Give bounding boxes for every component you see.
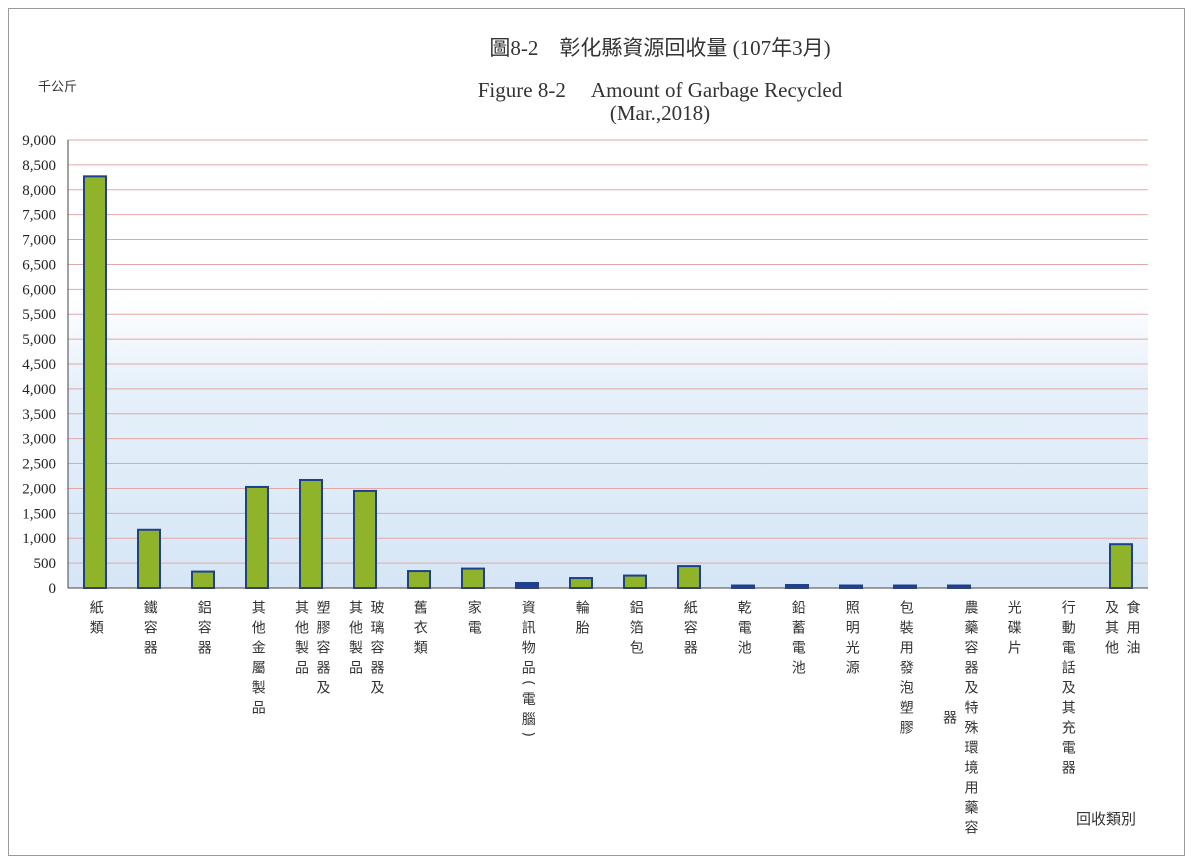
x-tick-label: 光碟片	[1004, 600, 1022, 660]
x-tick-label: 乾電池	[734, 600, 752, 660]
x-tick-label-column: 照明光源	[843, 600, 860, 680]
x-tick-label-column: 鋁容器	[195, 600, 212, 660]
x-tick-label-column: 紙類	[87, 600, 104, 640]
x-tick-label: 鋁容器	[194, 600, 212, 660]
y-tick-label: 5,500	[22, 307, 56, 323]
chart-subtitle-english: Figure 8-2 Amount of Garbage Recycled	[477, 78, 843, 102]
x-tick-label-column: 舊衣類	[411, 600, 428, 660]
y-tick-label: 3,500	[22, 407, 56, 423]
bar-1	[83, 175, 107, 590]
y-tick-label: 500	[34, 556, 57, 572]
x-tick-label-column: 食用油	[1124, 600, 1141, 660]
x-tick-label: 照明光源	[842, 600, 860, 680]
x-tick-label: 包裝用發泡塑膠	[896, 600, 914, 740]
y-tick-label: 1,500	[22, 506, 56, 522]
chart-title: 圖8-2 彰化縣資源回收量 (107年3月)	[489, 36, 831, 60]
y-tick-label: 6,000	[22, 282, 56, 298]
y-axis-unit-label: 千公斤	[38, 80, 78, 95]
bar-6	[353, 489, 377, 589]
x-tick-label-column: 行動電話及其充電器	[1059, 600, 1076, 780]
x-tick-label: 鋁箔包	[626, 600, 644, 660]
y-tick-label: 2,000	[22, 481, 56, 497]
y-tick-label: 3,000	[22, 432, 56, 448]
x-tick-label-column: 包裝用發泡塑膠	[897, 600, 914, 740]
x-tick-label-column: 其他金屬製品	[249, 600, 266, 720]
bar-5	[299, 478, 323, 589]
x-tick-label: 資訊物品(電腦)	[518, 600, 536, 743]
bar-7	[407, 570, 431, 590]
y-tick-label: 8,000	[22, 183, 56, 199]
x-tick-label-column: 玻璃容器及	[368, 600, 385, 700]
x-tick-label: 家電	[464, 600, 482, 640]
y-tick-label: 4,000	[22, 382, 56, 398]
bar-20	[1109, 543, 1133, 589]
x-tick-label-column: 光碟片	[1005, 600, 1022, 660]
bar-8	[461, 567, 485, 590]
bar-11	[623, 574, 647, 589]
x-tick-label: 其他製品 玻璃容器及	[346, 600, 385, 700]
y-tick-label: 1,000	[22, 531, 56, 547]
x-tick-label-column: 輪胎	[573, 600, 590, 640]
y-tick-label: 0	[49, 581, 57, 597]
bar-4	[245, 485, 269, 589]
x-tick-label: 其他金屬製品	[248, 600, 266, 720]
chart-subtitle-date: (Mar.,2018)	[609, 101, 711, 125]
x-tick-label: 鐵容器	[140, 600, 158, 660]
x-tick-label: 鉛蓄電池	[788, 600, 806, 680]
x-tick-label-column: 農藥容器及特殊環境用藥容	[962, 600, 979, 840]
x-tick-label: 及其他 食用油	[1102, 600, 1141, 660]
bar-3	[191, 570, 215, 589]
x-tick-label: 其他製品 塑膠容器及	[292, 600, 331, 700]
bar-9	[515, 582, 539, 589]
x-tick-label-column: 鐵容器	[141, 600, 158, 660]
y-tick-label: 7,000	[22, 233, 56, 249]
x-axis-title: 回收類別	[1076, 810, 1137, 828]
y-tick-label: 2,500	[22, 457, 56, 473]
x-tick-label-column: 家電	[465, 600, 482, 640]
x-tick-label-column: 其他製品	[293, 600, 309, 680]
y-tick-label: 6,500	[22, 257, 56, 273]
x-tick-label: 紙類	[86, 600, 104, 640]
x-tick-label-column: 器	[941, 710, 957, 730]
x-tick-label-column: 鋁箔包	[627, 600, 644, 660]
y-tick-label: 4,500	[22, 357, 56, 373]
y-tick-label: 8,500	[22, 158, 56, 174]
y-tick-label: 5,000	[22, 332, 56, 348]
x-tick-label-column: 乾電池	[735, 600, 752, 660]
x-tick-label-column: 鉛蓄電池	[789, 600, 806, 680]
chart-frame	[8, 8, 1185, 856]
x-tick-label-column: 塑膠容器及	[314, 600, 331, 700]
x-tick-label: 紙容器	[680, 600, 698, 660]
x-tick-label: 行動電話及其充電器	[1058, 600, 1076, 780]
bar-10	[569, 577, 593, 589]
x-tick-label: 輪胎	[572, 600, 590, 640]
y-tick-label: 7,500	[22, 208, 56, 224]
x-tick-label-column: 資訊物品(電腦)	[519, 600, 536, 743]
y-tick-label: 9,000	[22, 133, 56, 149]
bar-12	[677, 565, 701, 589]
x-tick-label-column: 其他製品	[347, 600, 363, 680]
x-tick-label: 舊衣類	[410, 600, 428, 660]
x-tick-label-column: 紙容器	[681, 600, 698, 660]
bar-2	[137, 528, 161, 590]
x-tick-label-column: 及其他	[1103, 600, 1119, 660]
x-tick-label: 器農藥容器及特殊環境用藥容	[940, 600, 979, 840]
